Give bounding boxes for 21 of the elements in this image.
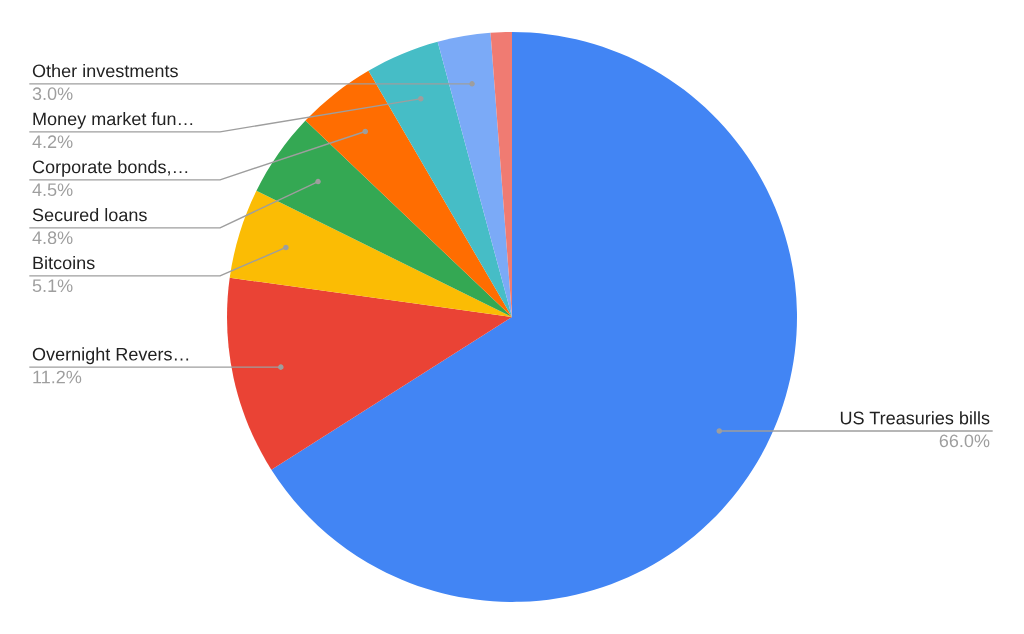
- pie-slice: [271, 32, 797, 602]
- slice-label: Money market fun…: [33, 112, 193, 129]
- pie-slice: [437, 32, 512, 317]
- slice-label: Secured loans: [32, 208, 147, 222]
- data-label: 66.0%: [939, 434, 990, 448]
- slice-label: Corporate bonds,…: [32, 160, 188, 177]
- pie-slice: [305, 70, 512, 317]
- pie-slice: [227, 277, 512, 470]
- data-label: 4.5%: [32, 183, 73, 197]
- data-label: 4.8%: [32, 231, 73, 245]
- pie-slice: [368, 41, 512, 317]
- slice-label: Bitcoins: [33, 256, 95, 270]
- slice-label: Overnight Revers…: [32, 347, 189, 365]
- data-label: 11.2%: [33, 370, 82, 384]
- slice-label: US Treasuries bills: [840, 411, 990, 425]
- pie-slice: [256, 120, 512, 317]
- data-label: 3.0%: [32, 87, 73, 101]
- data-label: 4.2%: [32, 135, 73, 149]
- pie-slice: [229, 190, 512, 317]
- data-label: 5.1%: [32, 279, 73, 293]
- slice-label: Other investments: [32, 64, 178, 78]
